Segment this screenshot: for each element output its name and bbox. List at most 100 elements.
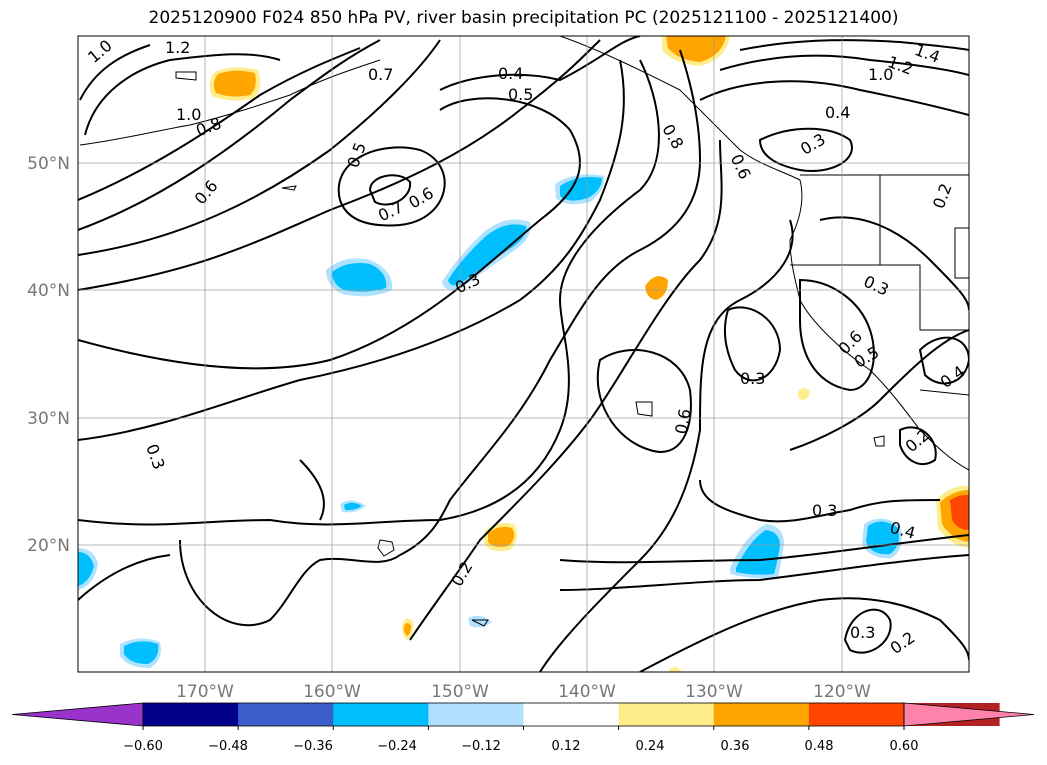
lon-label: 120°W bbox=[813, 682, 871, 702]
colorbar-segment bbox=[523, 703, 620, 726]
contour-label: 1.0 bbox=[176, 105, 201, 124]
island bbox=[471, 619, 489, 627]
pv-contour bbox=[84, 53, 281, 136]
colorbar-segment bbox=[713, 703, 810, 726]
pv-contour bbox=[758, 127, 853, 172]
lon-label: 170°W bbox=[176, 682, 234, 702]
contour-label: 0.3 bbox=[812, 501, 837, 520]
precip-anomaly-shading bbox=[78, 36, 969, 672]
pv-contour bbox=[439, 36, 641, 91]
pv-contour bbox=[699, 479, 941, 523]
state-border bbox=[919, 389, 969, 396]
lat-label: 50°N bbox=[27, 154, 70, 174]
pv-contour bbox=[409, 139, 723, 641]
negative-anomaly-blob bbox=[78, 548, 98, 590]
island bbox=[635, 401, 653, 417]
state-border bbox=[954, 227, 969, 279]
island bbox=[377, 539, 395, 557]
contour-label: 0.4 bbox=[498, 64, 523, 83]
colorbar-tick-label: −0.60 bbox=[123, 739, 163, 754]
pv-contour bbox=[559, 534, 969, 564]
contour-label: 0.4 bbox=[825, 103, 850, 122]
colorbar-tick-label: 0.48 bbox=[805, 739, 834, 754]
negative-anomaly-blob bbox=[340, 500, 366, 513]
colorbar-segment bbox=[428, 703, 525, 726]
pv-contour bbox=[789, 329, 969, 451]
pv-contour bbox=[596, 349, 692, 453]
negative-anomaly-blob bbox=[326, 258, 393, 297]
pv-contour bbox=[799, 278, 875, 392]
contour-label: 0.5 bbox=[508, 85, 533, 104]
pv-contour bbox=[368, 174, 412, 206]
pv-contour bbox=[337, 146, 446, 227]
colorbar-segments bbox=[11, 702, 1035, 730]
positive-anomaly-blob bbox=[645, 276, 668, 300]
negative-anomaly-blob bbox=[120, 638, 161, 668]
lon-label: 160°W bbox=[303, 682, 361, 702]
colorbar-tick-label: 0.12 bbox=[552, 739, 581, 754]
colorbar-ticks: −0.60 −0.48 −0.36 −0.24 −0.12 0.12 0.24 … bbox=[123, 739, 918, 754]
lon-label: 150°W bbox=[431, 682, 489, 702]
colorbar-tick-label: 0.60 bbox=[890, 739, 919, 754]
island bbox=[175, 71, 197, 81]
colorbar-segment bbox=[238, 703, 334, 726]
pv-contour bbox=[639, 597, 969, 672]
colorbar-extend-min bbox=[11, 702, 144, 727]
map-frame bbox=[77, 35, 970, 673]
pv-contour bbox=[918, 336, 969, 385]
island bbox=[873, 435, 885, 447]
map-title: 2025120900 F024 850 hPa PV, river basin … bbox=[148, 8, 899, 28]
island bbox=[281, 185, 297, 191]
pv-contour bbox=[843, 608, 892, 654]
pv-contour bbox=[78, 39, 441, 256]
colorbar-tick-label: −0.24 bbox=[377, 739, 417, 754]
lat-label: 40°N bbox=[27, 281, 70, 301]
colorbar: −0.60 −0.48 −0.36 −0.24 −0.12 0.12 0.24 … bbox=[11, 702, 1035, 754]
pv-contour bbox=[79, 44, 151, 101]
colorbar-segment bbox=[618, 703, 715, 726]
colorbar-tick-label: 0.36 bbox=[721, 739, 750, 754]
positive-anomaly-blob bbox=[209, 67, 261, 101]
lat-label: 20°N bbox=[27, 536, 70, 556]
pv-contour bbox=[78, 39, 601, 291]
contour-label: 0.3 bbox=[850, 623, 875, 642]
map-area[interactable]: 1.0 1.2 0.7 0.4 0.5 1.4 1.2 1.0 0.4 0.3 … bbox=[78, 36, 969, 672]
pv-contour bbox=[78, 554, 171, 601]
contour-label: 1.2 bbox=[165, 38, 190, 57]
negative-anomaly-blob bbox=[730, 524, 784, 579]
pv-contour bbox=[559, 554, 969, 591]
positive-anomaly-blob bbox=[401, 618, 414, 640]
coastline bbox=[559, 36, 969, 471]
state-border bbox=[879, 175, 969, 331]
pv-contour bbox=[78, 47, 361, 201]
contour-label: 0.7 bbox=[368, 65, 393, 84]
pv-contour bbox=[78, 59, 660, 526]
colorbar-segment bbox=[808, 703, 905, 726]
contour-label: 0.3 bbox=[740, 369, 765, 388]
lon-labels: 170°W 160°W 150°W 140°W 130°W 120°W bbox=[176, 682, 871, 702]
lon-label: 130°W bbox=[685, 682, 743, 702]
negative-anomaly-blob bbox=[442, 219, 531, 291]
pv-contour bbox=[723, 306, 782, 382]
lon-label: 140°W bbox=[558, 682, 616, 702]
colorbar-tick-label: −0.48 bbox=[208, 739, 248, 754]
positive-anomaly-blob bbox=[936, 485, 969, 548]
colorbar-segment bbox=[333, 703, 429, 726]
pv-contour bbox=[78, 97, 581, 370]
negative-anomaly-blob bbox=[468, 615, 492, 628]
colorbar-segment bbox=[143, 703, 239, 726]
pv-contour bbox=[78, 59, 625, 441]
contour-label: 0.6 bbox=[671, 407, 694, 435]
negative-anomaly-blob bbox=[555, 174, 605, 205]
positive-anomaly-blob bbox=[668, 667, 682, 672]
pv-contour bbox=[699, 80, 969, 116]
pv-contour bbox=[539, 219, 794, 672]
pv-contour bbox=[899, 426, 937, 465]
colorbar-tick-label: −0.36 bbox=[293, 739, 333, 754]
pv-contour bbox=[739, 39, 969, 51]
pv-contour bbox=[719, 54, 969, 76]
pv-contour bbox=[78, 39, 381, 231]
pv-contour-lines bbox=[78, 36, 969, 672]
lat-labels: 50°N 40°N 30°N 20°N bbox=[27, 154, 70, 556]
